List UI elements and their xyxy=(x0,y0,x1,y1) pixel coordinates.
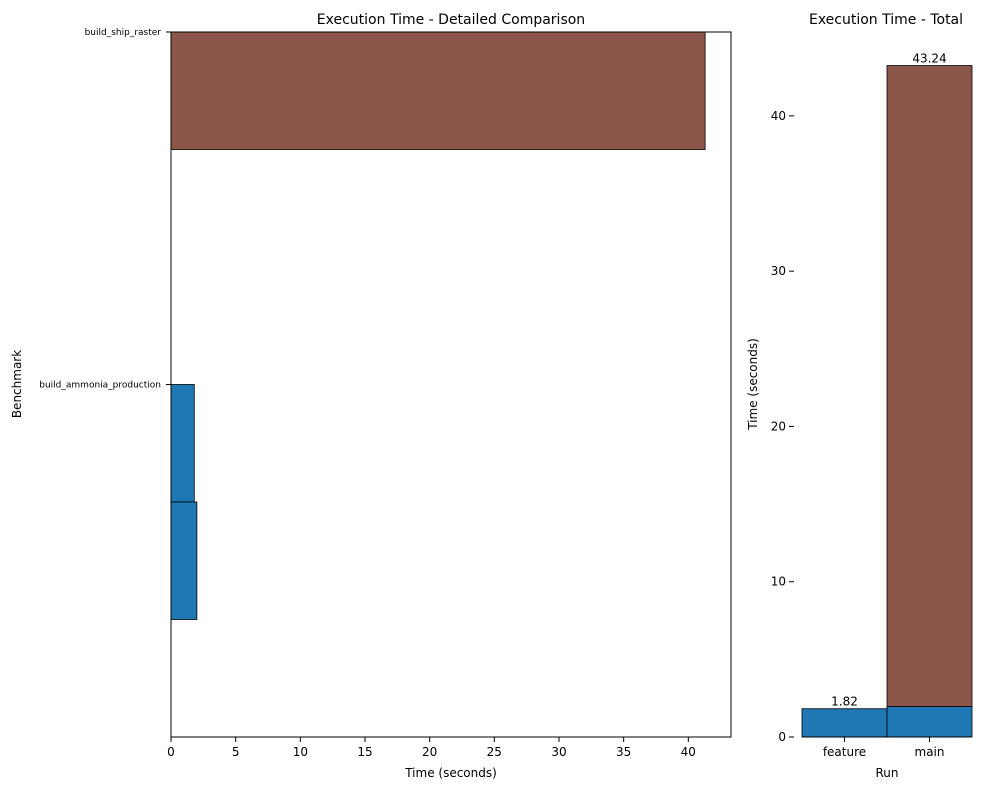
left-xtick-label: 5 xyxy=(232,745,240,759)
detailed-comparison-panel: Execution Time - Detailed Comparison Tim… xyxy=(10,12,732,780)
right-x-ticks: feature main xyxy=(802,736,972,759)
left-x-axis-label: Time (seconds) xyxy=(404,766,497,780)
total-value-label-feature: 1.82 xyxy=(831,695,858,709)
right-y-ticks: 0 10 20 30 40 xyxy=(771,109,794,744)
bar-build_ammonia_production-1 xyxy=(170,384,195,503)
right-x-axis-label: Run xyxy=(875,766,898,780)
left-xtick-label: 15 xyxy=(357,745,372,759)
left-ytick-label: build_ship_raster xyxy=(85,28,162,38)
left-xtick-label: 20 xyxy=(422,745,437,759)
bar-build_ship_raster-0 xyxy=(170,31,706,150)
left-chart-title: Execution Time - Detailed Comparison xyxy=(317,12,585,28)
left-xtick-label: 40 xyxy=(681,745,696,759)
left-xtick-label: 25 xyxy=(487,745,502,759)
right-total-labels: 1.82 43.24 xyxy=(831,52,947,709)
bar-build_ammonia_production-2 xyxy=(170,501,198,620)
left-y-ticks: build_ship_raster build_ammonia_productio… xyxy=(39,28,171,391)
bar-main-0 xyxy=(886,706,973,738)
left-xtick-label: 35 xyxy=(616,745,631,759)
right-xtick-label: main xyxy=(915,745,945,759)
right-xtick-label: feature xyxy=(823,745,866,759)
bar-feature-0 xyxy=(801,708,888,738)
right-ytick-label: 20 xyxy=(771,419,786,433)
total-panel: Execution Time - Total Run Time (seconds… xyxy=(746,12,973,780)
total-value-label-main: 43.24 xyxy=(912,52,946,66)
right-ytick-label: 40 xyxy=(771,109,786,123)
right-ytick-label: 10 xyxy=(771,575,786,589)
left-ytick-label: build_ammonia_production xyxy=(39,381,161,391)
left-x-ticks: 0 5 10 15 20 25 30 35 40 xyxy=(167,737,696,759)
right-ytick-label: 0 xyxy=(778,730,786,744)
right-ytick-label: 30 xyxy=(771,264,786,278)
right-chart-title: Execution Time - Total xyxy=(809,12,963,28)
left-plot-frame xyxy=(170,31,732,738)
left-xtick-label: 0 xyxy=(167,745,175,759)
left-y-axis-label: Benchmark xyxy=(10,350,24,418)
right-bars-group xyxy=(801,65,973,738)
bar-main-1 xyxy=(886,65,973,707)
left-bars-group xyxy=(170,31,706,620)
left-xtick-label: 30 xyxy=(551,745,566,759)
left-xtick-label: 10 xyxy=(293,745,308,759)
right-y-axis-label: Time (seconds) xyxy=(746,338,760,431)
